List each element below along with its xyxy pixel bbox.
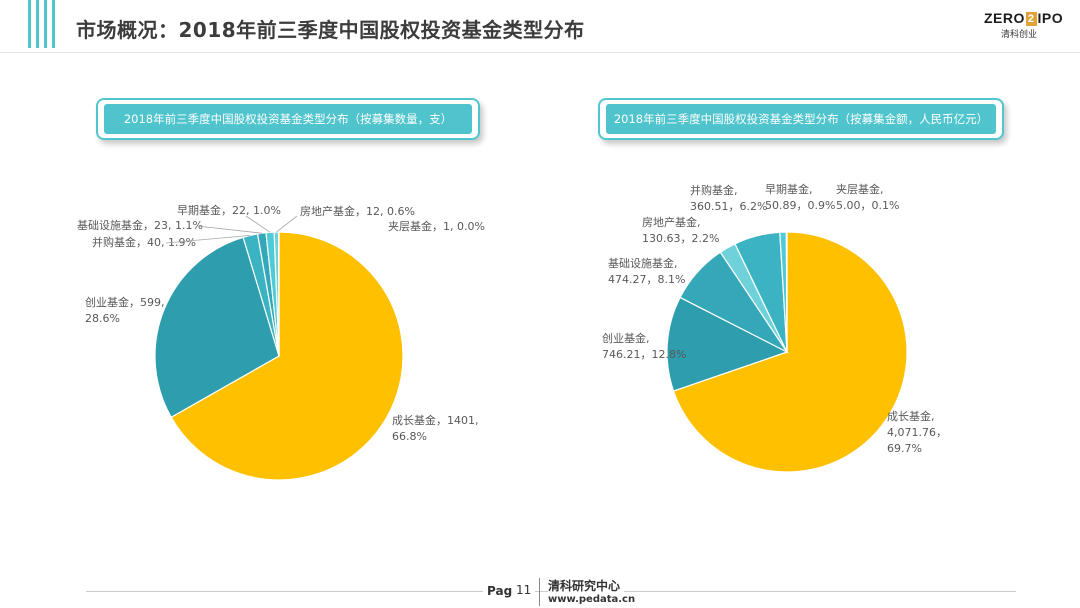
header-bar: 市场概况：2018年前三季度中国股权投资基金类型分布 ZERO 2 IPO 清科创业 xyxy=(0,0,1080,58)
slice-label: 创业基金，599, 28.6% xyxy=(85,295,165,325)
pie-chart-0: 成长基金，1401, 66.8% 创业基金，599, 28.6% 并购基金，40, 1.… xyxy=(77,203,485,481)
slice-label: 早期基金, 50.89，0.9% xyxy=(765,182,835,212)
slice-label: 并购基金，40, 1.9% xyxy=(92,235,196,249)
chart-title-count: 2018年前三季度中国股权投资基金类型分布（按募集数量，支） xyxy=(104,104,472,134)
leader-line xyxy=(245,215,271,233)
logo-box: 2 xyxy=(1025,12,1037,26)
leader-line xyxy=(165,234,251,244)
slice-label: 早期基金，22, 1.0% xyxy=(177,203,281,217)
slice-label: 基础设施基金, 474.27，8.1% xyxy=(608,256,685,286)
pie-slice xyxy=(785,231,788,353)
chart-title-amount: 2018年前三季度中国股权投资基金类型分布（按募集金额，人民币亿元） xyxy=(606,104,996,134)
header-divider xyxy=(0,52,1080,53)
leader-line xyxy=(276,215,298,233)
pie-slice xyxy=(170,231,404,481)
logo-text-left: ZERO xyxy=(984,10,1025,26)
slice-label: 房地产基金, 130.63，2.2% xyxy=(642,215,719,245)
slice-label: 基础设施基金，23, 1.1% xyxy=(77,218,203,232)
chart-title-box-amount: 2018年前三季度中国股权投资基金类型分布（按募集金额，人民币亿元） xyxy=(598,98,1004,140)
chart-title-box-count: 2018年前三季度中国股权投资基金类型分布（按募集数量，支） xyxy=(96,98,480,140)
zero2ipo-logo: ZERO 2 IPO 清科创业 xyxy=(984,10,1063,40)
header-decoration-bar xyxy=(36,0,39,48)
logo-subtitle: 清科创业 xyxy=(1000,30,1037,40)
footer-org: 清科研究中心 xyxy=(548,577,625,594)
logo-text-right: IPO xyxy=(1037,10,1064,26)
pie-slice xyxy=(154,236,280,419)
slice-label: 夹层基金, 5.00，0.1% xyxy=(836,182,899,212)
page-number: 11 xyxy=(512,583,536,597)
header-decoration-bar xyxy=(28,0,31,48)
footer-separator xyxy=(539,578,540,606)
pie-slice xyxy=(666,296,789,392)
slice-label: 创业基金, 746.21，12.8% xyxy=(602,331,686,361)
header-decoration-bar xyxy=(52,0,55,48)
slice-label: 夹层基金，1, 0.0% xyxy=(388,219,485,233)
slice-label: 成长基金，1401, 66.8% xyxy=(392,413,479,443)
slice-label: 并购基金, 360.51，6.2% xyxy=(690,183,767,213)
page-title: 市场概况：2018年前三季度中国股权投资基金类型分布 xyxy=(76,18,585,42)
slice-label: 成长基金, 4,071.76， 69.7% xyxy=(887,409,947,455)
pie-slice xyxy=(672,231,908,473)
pie-chart-1: 成长基金, 4,071.76， 69.7% 创业基金, 746.21，12.8% 基础设施… xyxy=(602,182,947,473)
slice-label: 房地产基金，12, 0.6% xyxy=(300,204,415,218)
header-decoration-bar xyxy=(44,0,47,48)
footer-url: www.pedata.cn xyxy=(548,594,636,605)
leader-line xyxy=(196,225,262,234)
